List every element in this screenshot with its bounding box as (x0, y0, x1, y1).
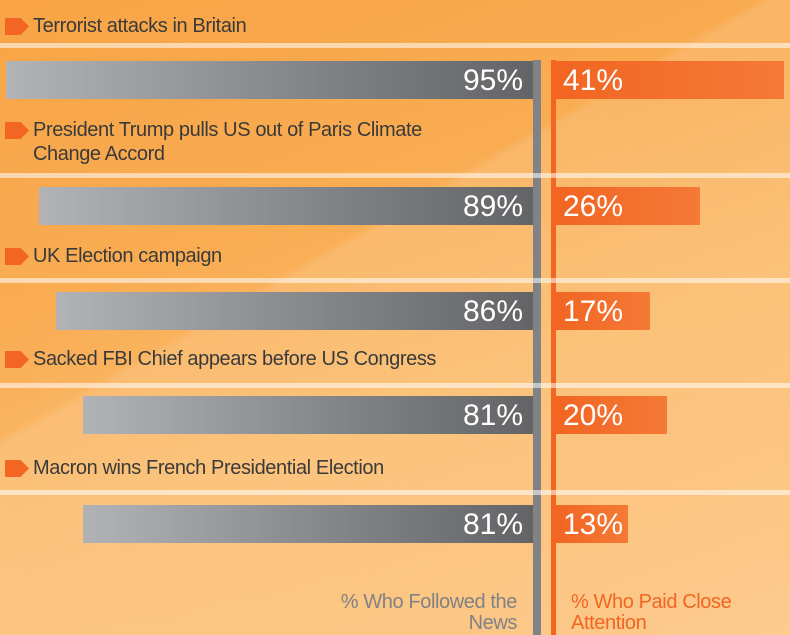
separator (0, 43, 790, 48)
value-label: 20% (563, 399, 624, 432)
value-label: 89% (462, 190, 523, 223)
bar-followed (55, 292, 533, 330)
category-label: President Trump pulls US out of Paris Cl… (33, 119, 422, 165)
value-label: 17% (563, 295, 624, 328)
bar-followed (83, 505, 533, 543)
bullet (5, 351, 29, 368)
value-label: 13% (563, 508, 624, 541)
value-label: 81% (462, 399, 523, 432)
bullet (5, 18, 29, 35)
bar-followed (83, 396, 533, 434)
separator (0, 173, 790, 178)
category-label: UK Election campaign (33, 245, 222, 267)
value-label: 26% (563, 190, 624, 223)
divider-left (533, 60, 541, 635)
category-label: Terrorist attacks in Britain (33, 15, 247, 37)
category-label: Sacked FBI Chief appears before US Congr… (33, 348, 437, 370)
value-label: 86% (462, 295, 523, 328)
bar-followed (5, 61, 533, 99)
legend-right: % Who Paid Close Attention (571, 591, 732, 634)
bar-attention (556, 396, 667, 434)
bullet (5, 460, 29, 477)
value-label: 81% (462, 508, 523, 541)
bar-attention (556, 292, 651, 330)
bullet (5, 248, 29, 265)
bar-followed (39, 187, 533, 225)
legend-left: % Who Followed the News (340, 591, 518, 634)
value-label: 41% (563, 64, 624, 97)
value-label: 95% (462, 64, 523, 97)
bullet (5, 122, 29, 139)
category-label: Macron wins French Presidential Election (33, 457, 384, 479)
bar-attention (556, 61, 784, 99)
bar-attention (556, 505, 629, 543)
separator (0, 278, 790, 283)
divider-right (551, 60, 556, 635)
bar-attention (556, 187, 701, 225)
separator (0, 383, 790, 388)
separator (0, 490, 790, 495)
